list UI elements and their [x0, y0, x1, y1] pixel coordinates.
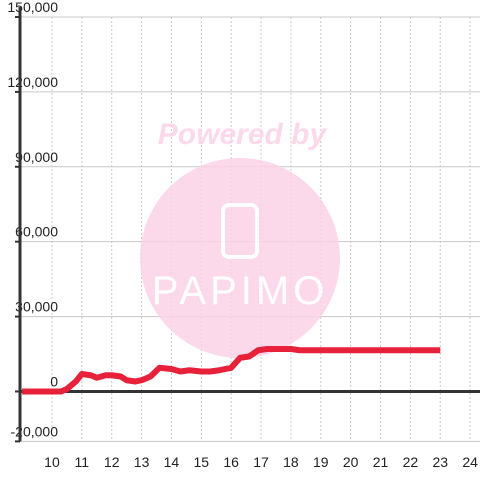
x-tick-label: 15 [194, 454, 210, 470]
watermark-icon [221, 203, 259, 259]
x-tick-label: 10 [44, 454, 60, 470]
x-tick-label: 20 [343, 454, 359, 470]
y-tick-label: -20,000 [11, 423, 59, 439]
data-line [22, 346, 441, 395]
x-tick-label: 21 [373, 454, 389, 470]
x-tick-label: 16 [223, 454, 239, 470]
x-tick-label: 22 [403, 454, 419, 470]
y-tick-label: 150,000 [7, 0, 58, 15]
y-tick-label: 60,000 [15, 224, 58, 240]
x-tick-label: 23 [432, 454, 448, 470]
y-tick-label: 120,000 [7, 74, 58, 90]
watermark: Powered by PAPIMO [140, 118, 340, 358]
x-tick-label: 11 [75, 454, 90, 470]
y-tick-label: 0 [50, 373, 58, 389]
x-tick-label: 18 [283, 454, 299, 470]
x-tick-label: 17 [253, 454, 269, 470]
x-tick-label: 12 [104, 454, 120, 470]
y-tick-label: 90,000 [15, 149, 58, 165]
x-tick-label: 19 [313, 454, 329, 470]
x-tick-label: 13 [134, 454, 150, 470]
y-tick-label: 30,000 [15, 299, 58, 315]
x-tick-label: 14 [164, 454, 180, 470]
x-tick-label: 24 [462, 454, 478, 470]
watermark-text: Powered by [158, 118, 328, 151]
watermark-logo: PAPIMO [152, 269, 329, 313]
